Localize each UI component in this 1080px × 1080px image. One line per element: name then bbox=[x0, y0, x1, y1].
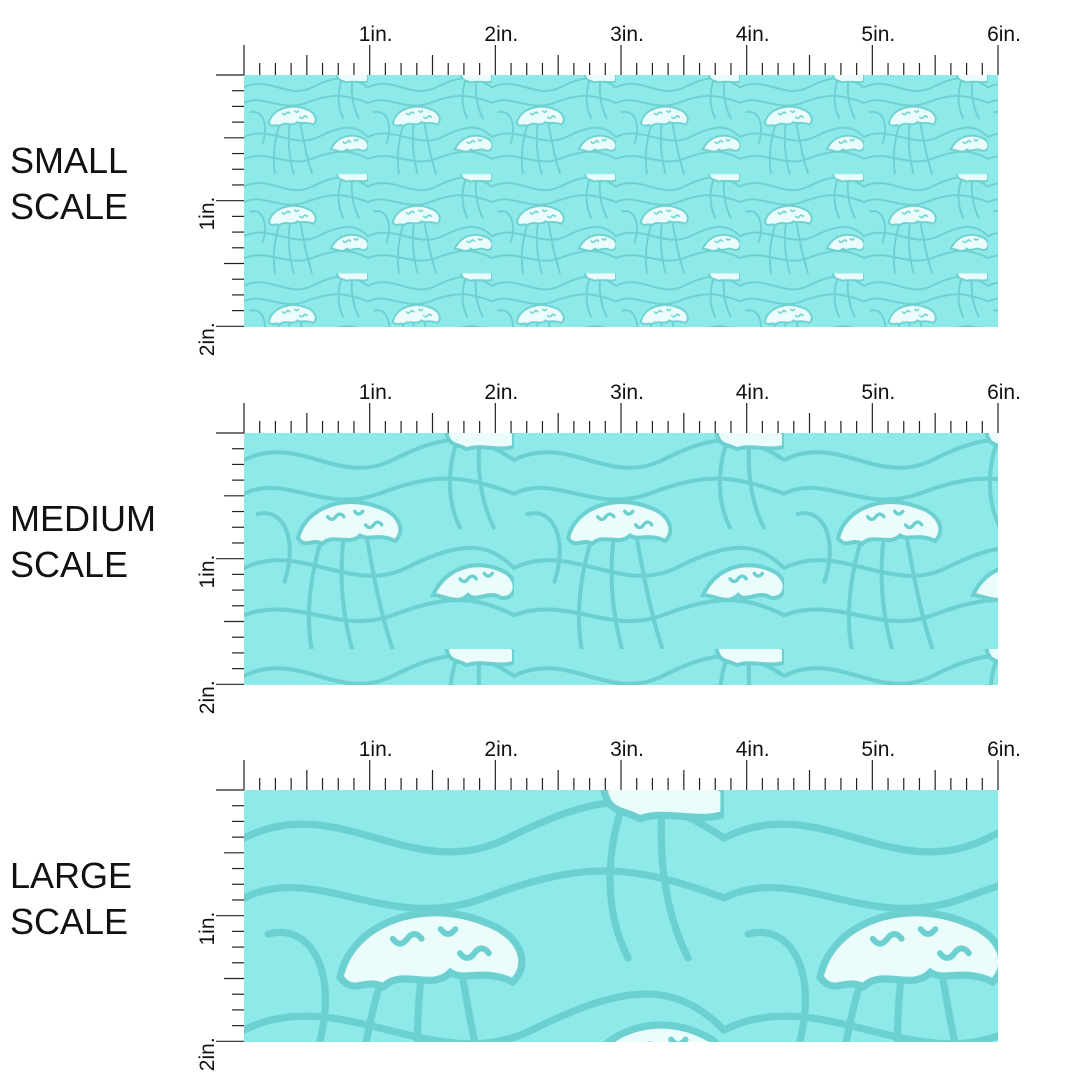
ruler-label: 5in. bbox=[861, 738, 895, 761]
ruler-label: 1in. bbox=[359, 738, 393, 761]
ruler-label: 3in. bbox=[610, 23, 644, 46]
ruler-label: 1in. bbox=[196, 197, 219, 231]
ruler-label: 1in. bbox=[196, 555, 219, 589]
ruler-label: 3in. bbox=[610, 738, 644, 761]
scale-label: MEDIUM bbox=[10, 498, 156, 539]
ruler-label: 2in. bbox=[196, 1037, 219, 1071]
scale-label: LARGE bbox=[10, 855, 132, 896]
ruler-label: 1in. bbox=[359, 381, 393, 404]
ruler-label: 5in. bbox=[861, 381, 895, 404]
ruler-label: 6in. bbox=[987, 23, 1021, 46]
ruler-label: 6in. bbox=[987, 738, 1021, 761]
ruler-label: 2in. bbox=[484, 23, 518, 46]
ruler-label: 4in. bbox=[736, 23, 770, 46]
ruler-label: 1in. bbox=[359, 23, 393, 46]
fabric-swatch bbox=[244, 790, 998, 1042]
scale-label: SCALE bbox=[10, 186, 128, 227]
ruler-label: 2in. bbox=[484, 738, 518, 761]
fabric-swatch bbox=[244, 433, 998, 685]
ruler-label: 2in. bbox=[196, 680, 219, 714]
ruler-label: 3in. bbox=[610, 381, 644, 404]
ruler-label: 4in. bbox=[736, 738, 770, 761]
ruler-label: 2in. bbox=[196, 322, 219, 356]
scale-label: SMALL bbox=[10, 140, 128, 181]
fabric-swatch bbox=[244, 75, 998, 327]
scale-panel: SMALL SCALE 1in. 2in. 3in. 4in. 5in. 6in. 1in. 2i… bbox=[10, 23, 1021, 356]
ruler-label: 6in. bbox=[987, 381, 1021, 404]
ruler-label: 5in. bbox=[861, 23, 895, 46]
scale-panel: LARGE SCALE 1in. 2in. 3in. 4in. 5in. 6in. 1in. 2i… bbox=[10, 738, 1021, 1071]
scale-label: SCALE bbox=[10, 544, 128, 585]
ruler-label: 4in. bbox=[736, 381, 770, 404]
ruler-label: 1in. bbox=[196, 912, 219, 946]
scale-panel: MEDIUM SCALE 1in. 2in. 3in. 4in. 5in. 6in. 1in. 2… bbox=[10, 381, 1021, 714]
ruler-label: 2in. bbox=[484, 381, 518, 404]
scale-label: SCALE bbox=[10, 901, 128, 942]
